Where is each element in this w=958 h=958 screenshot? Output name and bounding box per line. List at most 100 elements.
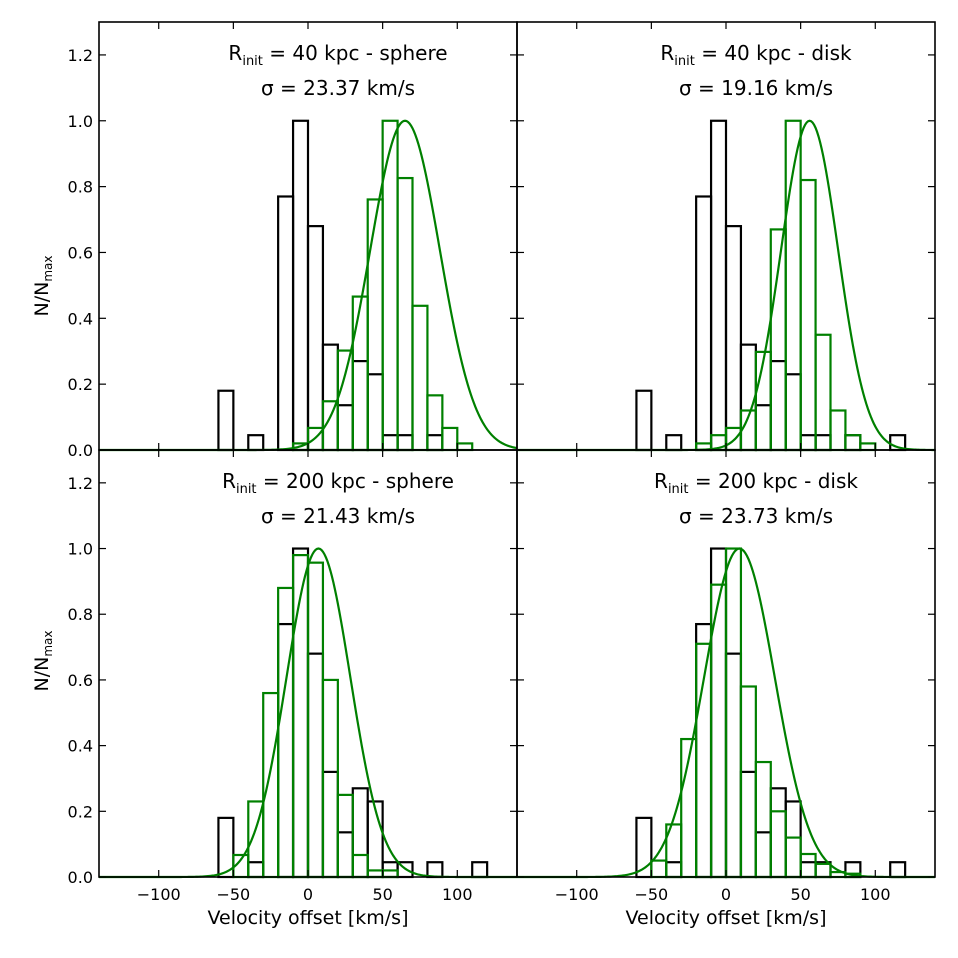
black-bar (784, 373, 802, 452)
green-bar (769, 810, 787, 879)
black-bar (739, 770, 757, 879)
green-bar (799, 852, 817, 879)
black-bar (724, 225, 743, 452)
green-bar (754, 350, 772, 452)
black-bar (336, 404, 354, 452)
black-bar (889, 861, 907, 879)
black-bar (426, 434, 444, 452)
black-bar (351, 360, 369, 452)
panel-top-left: 0.0 0.2 0.4 0.6 0.8 1.0 1.2 Rinit = 40 kpc - sp… (68, 21, 518, 460)
panel-bottom-right: −100 −50 0 50 100 Rinit = 200 kpc - disk σ = 2… (516, 449, 936, 904)
green-bar (336, 349, 354, 452)
black-bar (635, 389, 653, 452)
sigma-label: σ = 19.16 km/s (679, 76, 833, 100)
y-axis-label-top: N/Nmax (31, 256, 55, 317)
y-tick-label: 0.0 (68, 441, 93, 460)
black-bar (426, 861, 444, 879)
green-bar (799, 178, 817, 452)
svg-text:N/Nmax: N/Nmax (31, 256, 55, 317)
x-tick-label: 0 (721, 885, 731, 904)
black-bar (799, 861, 817, 879)
green-bar (650, 859, 668, 879)
black-bar (247, 434, 265, 452)
sigma-label: σ = 23.37 km/s (261, 76, 415, 100)
y-tick-label: 0.2 (68, 375, 93, 394)
black-bar (306, 225, 325, 452)
green-bar (441, 426, 459, 452)
svg-text:N/Nmax: N/Nmax (31, 631, 55, 692)
y-tick-label: 0.8 (68, 605, 93, 624)
y-tick-label: 1.0 (68, 540, 93, 559)
y-tick-label: 0.8 (68, 178, 93, 197)
panel-title: Rinit = 40 kpc - sphere (228, 41, 447, 69)
x-axis-label-right: Velocity offset [km/s] (625, 907, 826, 929)
black-bar (217, 389, 235, 452)
black-bar (351, 787, 369, 879)
black-bar (695, 195, 713, 452)
y-tick-label: 0.0 (68, 868, 93, 887)
black-bar (665, 434, 683, 452)
green-bar (814, 862, 832, 879)
x-tick-label: −50 (634, 885, 668, 904)
black-bar (754, 831, 772, 879)
x-tick-label: −100 (137, 885, 181, 904)
black-bar (769, 360, 787, 452)
x-tick-label: 50 (372, 885, 392, 904)
green-bar (724, 547, 743, 879)
y-tick-label: 1.2 (68, 46, 93, 65)
x-tick-label: 100 (860, 885, 891, 904)
black-bar (381, 434, 399, 452)
black-bar (321, 343, 339, 452)
black-bar (665, 861, 683, 879)
green-bar (351, 295, 369, 452)
black-bar (814, 434, 832, 452)
panel-bottom-left: 0.0 0.2 0.4 0.6 0.8 1.0 1.2 −100 −50 0 50 100 Rinit … (68, 449, 518, 904)
panel-title: Rinit = 200 kpc - disk (654, 469, 858, 497)
black-bar (769, 787, 787, 879)
panel-title: Rinit = 200 kpc - sphere (222, 469, 454, 497)
green-bar (262, 691, 280, 879)
y-tick-label: 1.2 (68, 474, 93, 493)
green-bar (814, 333, 832, 452)
y-tick-label: 0.6 (68, 243, 93, 262)
green-bar (396, 176, 414, 452)
y-tick-label: 0.4 (68, 737, 93, 756)
green-bar (351, 853, 369, 879)
black-bar (471, 861, 489, 879)
black-bar (396, 434, 414, 452)
x-axis-label-left: Velocity offset [km/s] (207, 907, 408, 929)
green-bar (456, 442, 474, 452)
green-bar (859, 442, 877, 452)
y-tick-label: 0.4 (68, 309, 93, 328)
black-bar (844, 434, 862, 452)
green-bar (411, 304, 429, 452)
black-bar (366, 373, 384, 452)
sigma-label: σ = 21.43 km/s (261, 504, 415, 528)
green-bar (739, 685, 757, 879)
x-tick-label: 0 (303, 885, 313, 904)
green-bar (306, 561, 325, 879)
green-bar (366, 198, 384, 452)
sigma-label: σ = 23.73 km/s (679, 504, 833, 528)
green-bar (784, 836, 802, 879)
panel-title: Rinit = 40 kpc - disk (660, 41, 852, 69)
green-bar (381, 869, 399, 879)
green-bar (844, 434, 862, 452)
panel-top-right: Rinit = 40 kpc - disk σ = 19.16 km/s (516, 21, 936, 452)
y-tick-label: 0.6 (68, 671, 93, 690)
green-bar (291, 554, 310, 879)
x-tick-label: 100 (442, 885, 473, 904)
black-bar (336, 831, 354, 879)
y-axis-label-bottom: N/Nmax (31, 631, 55, 692)
black-bar (724, 652, 743, 879)
x-tick-label: −100 (555, 885, 599, 904)
black-bar (784, 800, 802, 879)
black-bar (709, 119, 728, 452)
green-bar (829, 409, 847, 452)
y-tick-label: 0.2 (68, 802, 93, 821)
black-bar (695, 622, 713, 879)
green-bar (426, 394, 444, 452)
black-bar (277, 622, 295, 879)
x-tick-label: −50 (216, 885, 250, 904)
black-bar (754, 404, 772, 452)
